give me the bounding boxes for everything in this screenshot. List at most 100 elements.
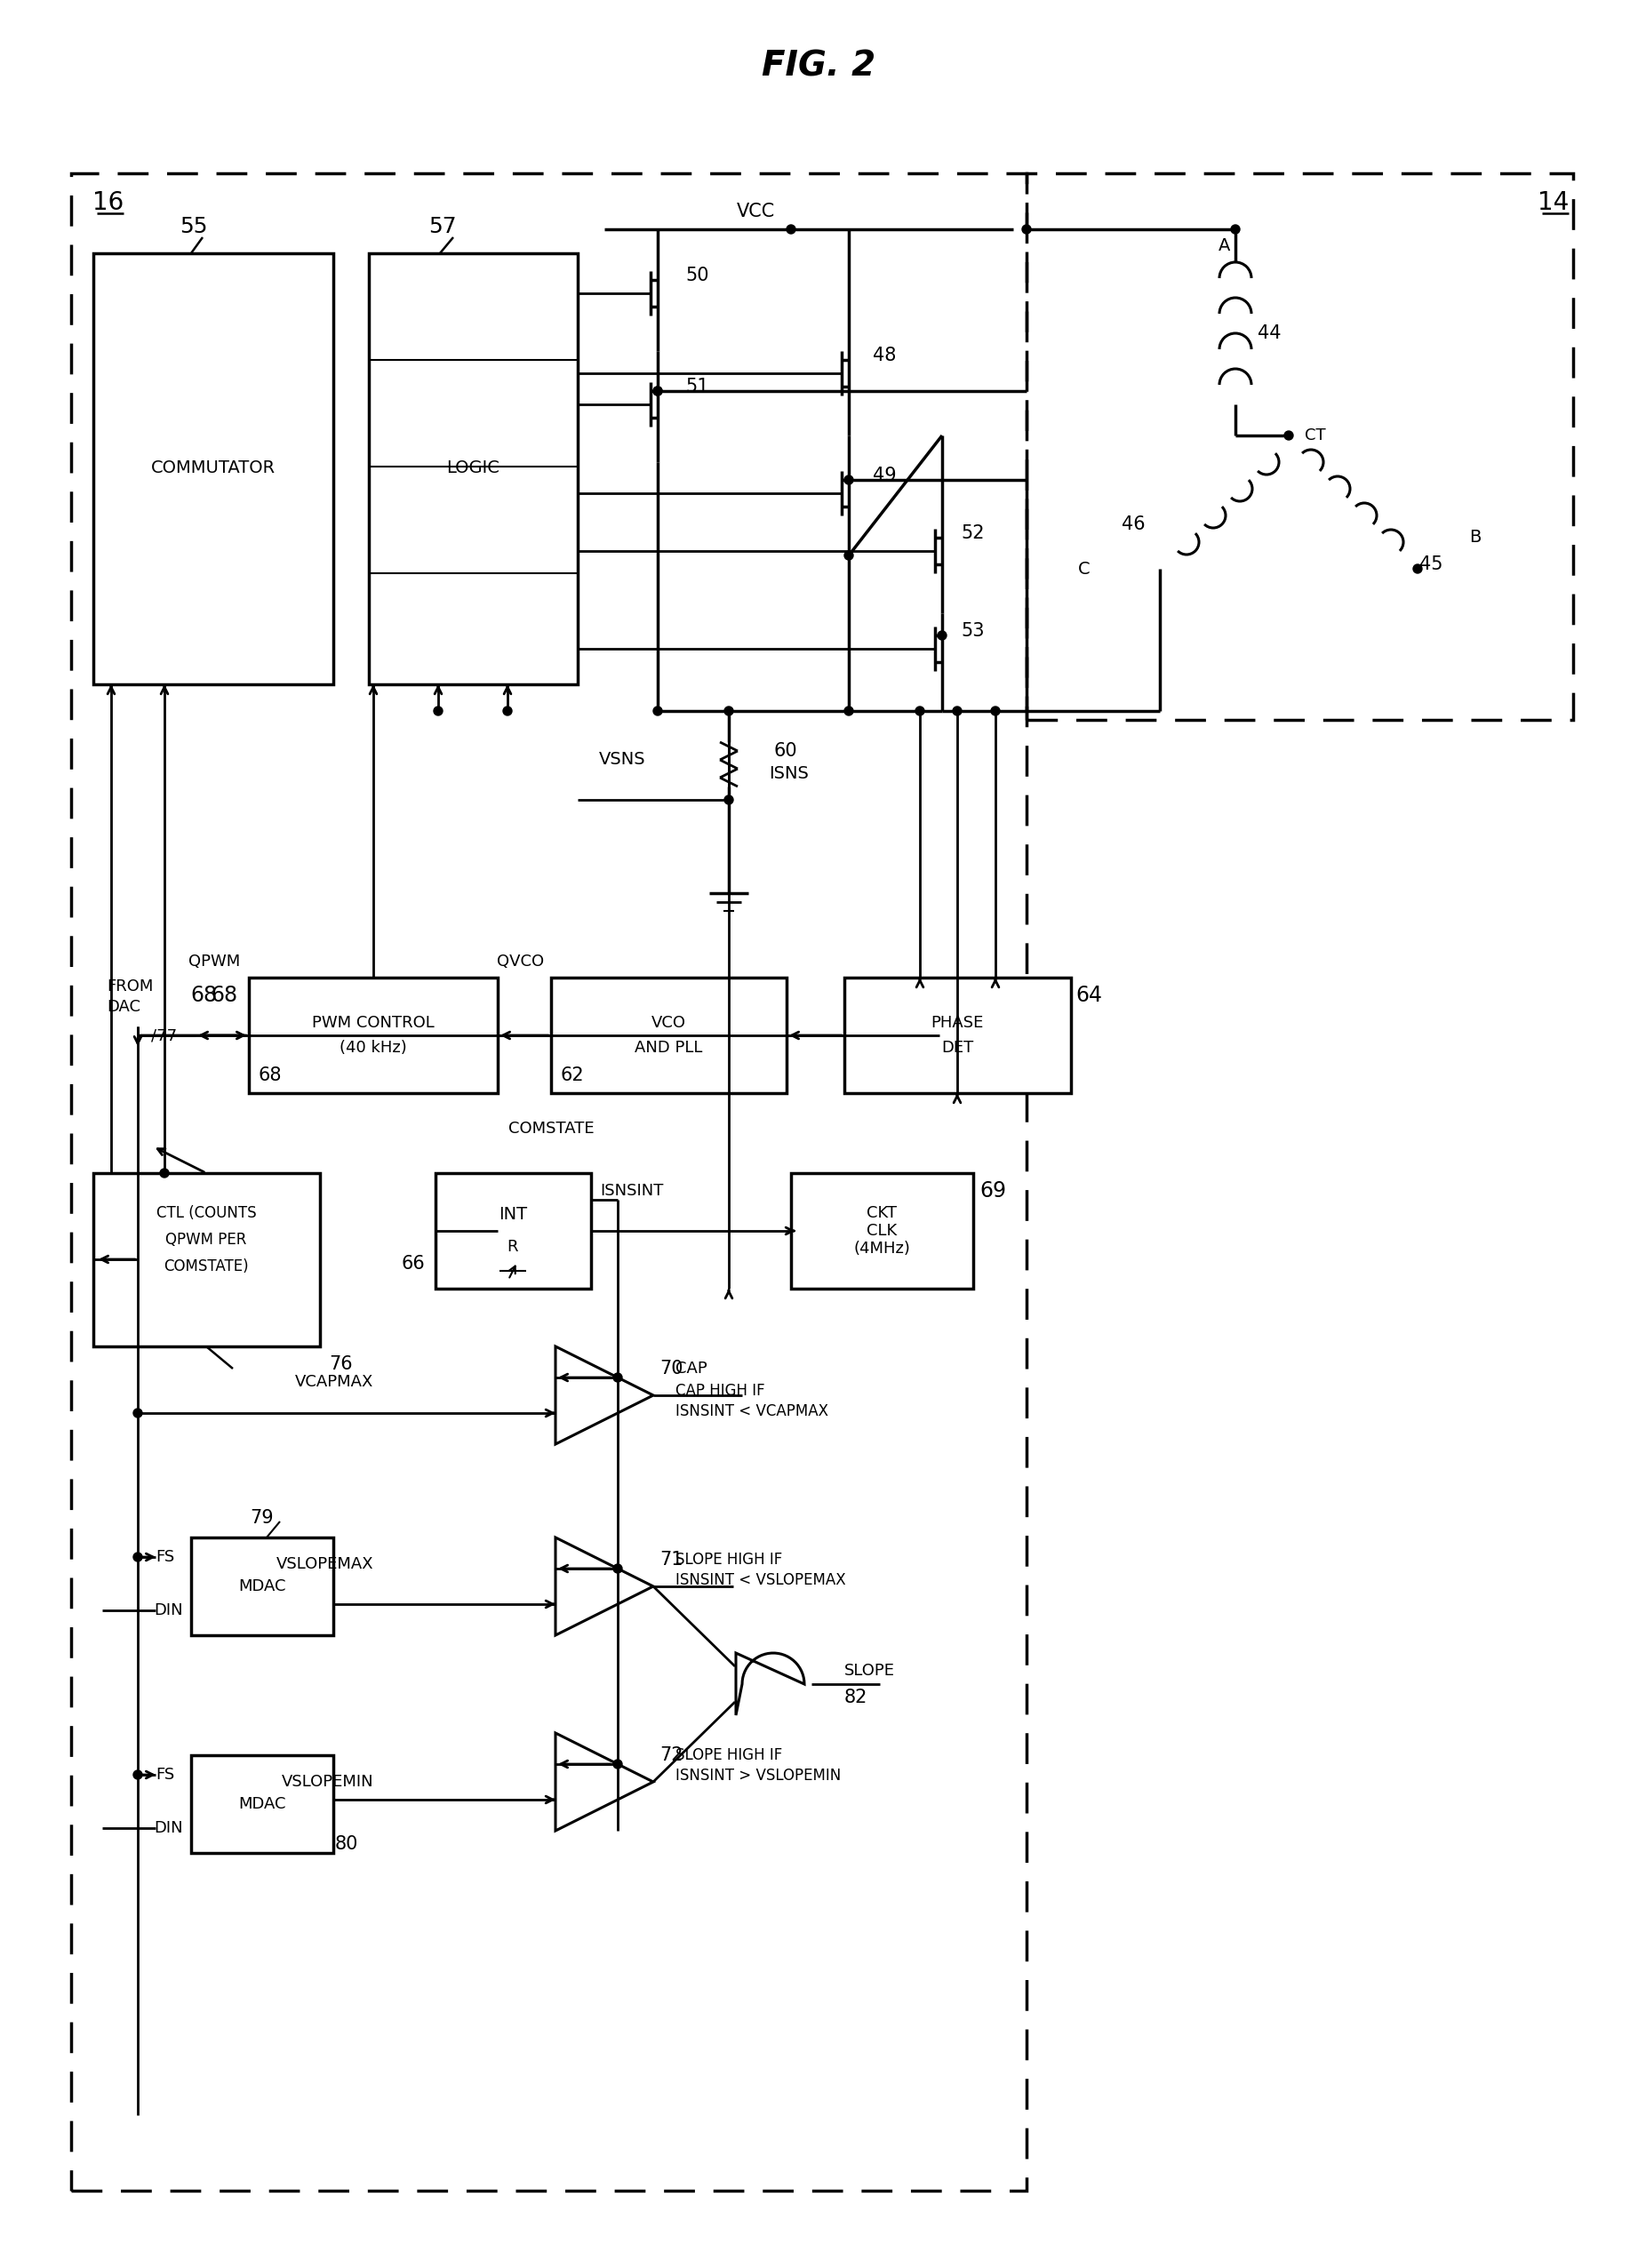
Text: ISNSINT: ISNSINT [600, 1184, 663, 1200]
Text: COMMUTATOR: COMMUTATOR [151, 460, 275, 476]
Text: CKT: CKT [867, 1204, 896, 1220]
Bar [436, 1173, 591, 1288]
Text: 68: 68 [211, 984, 238, 1007]
Circle shape [654, 386, 662, 395]
Bar [93, 1173, 319, 1347]
Text: B: B [1469, 528, 1481, 547]
Text: CLK: CLK [867, 1222, 898, 1238]
Text: SLOPE HIGH IF: SLOPE HIGH IF [675, 1746, 783, 1762]
Text: 71: 71 [658, 1551, 683, 1569]
Bar [249, 978, 498, 1093]
Bar [369, 254, 578, 685]
Text: DET: DET [942, 1039, 973, 1057]
Text: 72: 72 [658, 1746, 683, 1765]
Circle shape [654, 386, 662, 395]
Text: 14: 14 [1538, 191, 1569, 215]
Text: DIN: DIN [154, 1603, 183, 1619]
Text: 68: 68 [192, 984, 218, 1007]
Text: 16: 16 [93, 191, 124, 215]
Circle shape [161, 1168, 169, 1177]
Circle shape [991, 708, 999, 714]
Circle shape [1414, 565, 1422, 574]
Text: VSLOPEMIN: VSLOPEMIN [282, 1774, 373, 1789]
Text: LOGIC: LOGIC [446, 460, 500, 476]
Text: SLOPE HIGH IF: SLOPE HIGH IF [675, 1551, 783, 1567]
Text: CAP: CAP [675, 1361, 708, 1377]
Text: 76: 76 [329, 1356, 352, 1372]
Text: VCAPMAX: VCAPMAX [295, 1374, 373, 1390]
Text: 68: 68 [257, 1066, 282, 1084]
Text: ISNSINT < VCAPMAX: ISNSINT < VCAPMAX [675, 1404, 829, 1420]
Circle shape [844, 551, 853, 560]
Text: 55: 55 [180, 215, 208, 238]
Text: 82: 82 [844, 1690, 868, 1706]
Bar [192, 1755, 333, 1853]
Bar [550, 978, 786, 1093]
Text: FROM: FROM [106, 978, 154, 993]
Text: 70: 70 [658, 1361, 683, 1377]
Circle shape [1022, 225, 1030, 234]
Circle shape [503, 708, 513, 714]
Bar [70, 172, 1027, 2191]
Text: COMSTATE): COMSTATE) [164, 1259, 249, 1275]
Text: PWM CONTROL: PWM CONTROL [313, 1014, 434, 1032]
Text: VCC: VCC [735, 202, 775, 220]
Text: 51: 51 [686, 379, 709, 395]
Text: QPWM: QPWM [188, 953, 241, 971]
Bar [1027, 172, 1572, 719]
Circle shape [724, 708, 734, 714]
Text: 48: 48 [873, 347, 896, 365]
Circle shape [937, 631, 947, 640]
Text: 49: 49 [873, 467, 896, 485]
Text: 44: 44 [1258, 324, 1281, 342]
Text: VSLOPEMAX: VSLOPEMAX [275, 1556, 373, 1572]
Text: CAP HIGH IF: CAP HIGH IF [675, 1383, 765, 1399]
Text: 52: 52 [962, 524, 984, 542]
Text: A: A [1219, 238, 1230, 254]
Text: 45: 45 [1419, 556, 1443, 574]
Text: MDAC: MDAC [239, 1796, 287, 1812]
Text: FS: FS [156, 1549, 174, 1565]
Circle shape [133, 1554, 143, 1560]
Circle shape [434, 708, 442, 714]
Bar [93, 254, 333, 685]
Text: VSNS: VSNS [600, 751, 645, 769]
Text: C: C [1078, 560, 1091, 578]
Text: ISNSINT > VSLOPEMIN: ISNSINT > VSLOPEMIN [675, 1767, 840, 1783]
Circle shape [613, 1760, 622, 1769]
Text: 69: 69 [980, 1179, 1006, 1202]
Text: 60: 60 [773, 742, 798, 760]
Circle shape [613, 1565, 622, 1574]
Circle shape [724, 796, 734, 805]
Bar [844, 978, 1071, 1093]
Text: 50: 50 [686, 268, 709, 284]
Circle shape [953, 708, 962, 714]
Text: 66: 66 [401, 1254, 424, 1272]
Text: /77: /77 [151, 1027, 177, 1043]
Text: 46: 46 [1122, 515, 1145, 533]
Text: SLOPE: SLOPE [844, 1662, 894, 1678]
Text: INT: INT [498, 1207, 527, 1222]
Text: VCO: VCO [650, 1014, 686, 1032]
Circle shape [786, 225, 796, 234]
Bar [791, 1173, 973, 1288]
Text: PHASE: PHASE [930, 1014, 983, 1032]
Text: 64: 64 [1076, 984, 1102, 1007]
Circle shape [916, 708, 924, 714]
Text: (40 kHz): (40 kHz) [339, 1039, 406, 1057]
Text: R: R [508, 1238, 518, 1254]
Text: 57: 57 [429, 215, 457, 238]
Bar [192, 1538, 333, 1635]
Circle shape [133, 1771, 143, 1778]
Text: QPWM PER: QPWM PER [165, 1232, 247, 1247]
Text: 53: 53 [962, 621, 984, 640]
Text: (4MHz): (4MHz) [853, 1241, 911, 1256]
Text: FIG. 2: FIG. 2 [762, 50, 875, 84]
Text: MDAC: MDAC [239, 1579, 287, 1594]
Circle shape [654, 708, 662, 714]
Text: 80: 80 [334, 1835, 359, 1853]
Circle shape [613, 1372, 622, 1381]
Circle shape [1230, 225, 1240, 234]
Text: 62: 62 [560, 1066, 583, 1084]
Text: AND PLL: AND PLL [634, 1039, 703, 1057]
